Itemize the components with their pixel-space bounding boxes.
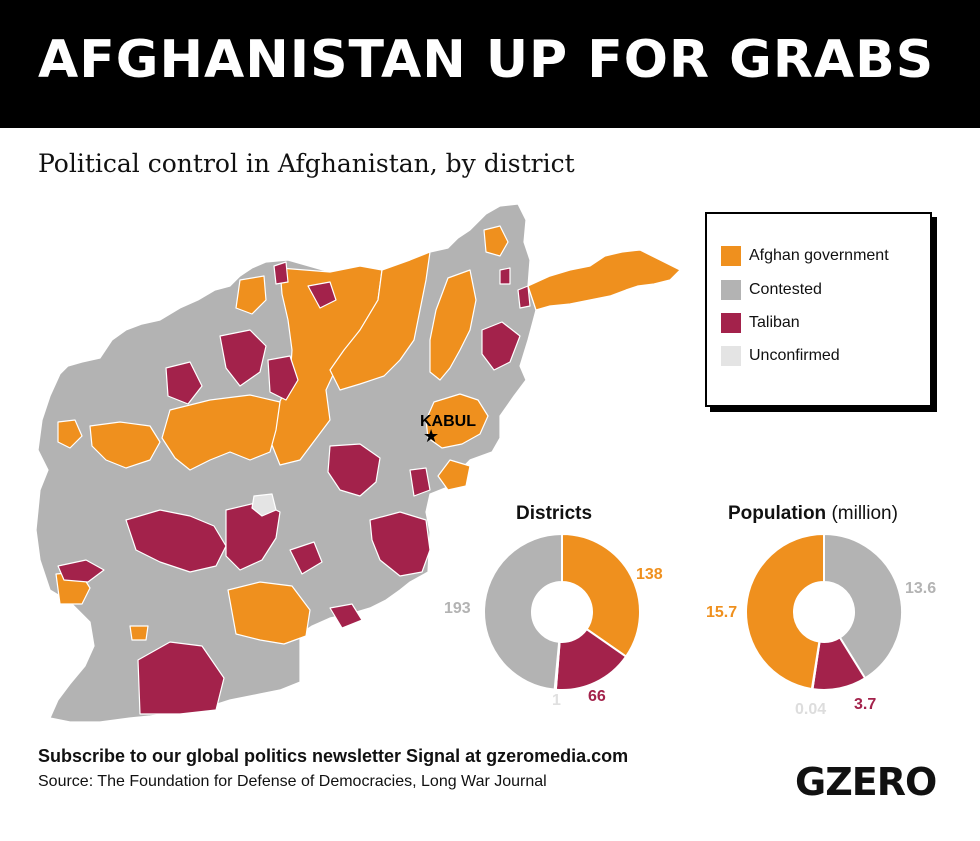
legend-item-taliban: Taliban [721, 313, 800, 333]
donut-slice-afghan-government [561, 532, 641, 658]
subtitle: Political control in Afghanistan, by dis… [38, 149, 575, 178]
legend-label-contested: Contested [749, 281, 822, 298]
page-title: AFGHANISTAN UP FOR GRABS [38, 30, 935, 90]
header-banner: AFGHANISTAN UP FOR GRABS [0, 0, 980, 128]
districts-value-unconfirmed: 1 [552, 692, 561, 709]
population-value-taliban: 3.7 [854, 696, 877, 713]
newsletter-text: Subscribe to our global politics newslet… [38, 746, 629, 766]
map-taliban-districts [57, 261, 531, 715]
legend-item-government: Afghan government [721, 246, 889, 266]
population-title-unit: (million) [831, 503, 898, 524]
districts-value-contested: 193 [444, 600, 471, 617]
legend-swatch-unconfirmed [721, 346, 741, 366]
map-wakhan-gov [527, 249, 681, 311]
population-chart-title: Population (million) [728, 503, 898, 525]
districts-chart-title: Districts [516, 503, 593, 524]
map-legend: Afghan government Contested Taliban Unco… [705, 212, 932, 407]
map-government-districts [55, 225, 509, 645]
legend-label-unconfirmed: Unconfirmed [749, 347, 840, 364]
legend-label-government: Afghan government [749, 247, 889, 264]
gzero-logo: GZERO [795, 760, 937, 804]
population-value-unconfirmed: 0.04 [795, 701, 827, 718]
population-donut-chart [745, 532, 903, 691]
map-unconfirmed-district [251, 493, 277, 517]
districts-value-taliban: 66 [588, 688, 606, 705]
kabul-label: KABUL [420, 413, 476, 430]
donut-slice-taliban [554, 627, 628, 691]
districts-value-government: 138 [636, 566, 663, 583]
donut-slice-contested [483, 532, 563, 691]
afghanistan-map: KABUL ★ [35, 203, 681, 723]
legend-swatch-government [721, 246, 741, 266]
star-icon: ★ [423, 426, 439, 447]
districts-donut-chart [483, 532, 641, 691]
legend-swatch-taliban [721, 313, 741, 333]
legend-swatch-contested [721, 280, 741, 300]
donut-slice-afghan-government [745, 532, 825, 691]
population-value-government: 15.7 [706, 604, 738, 621]
legend-item-contested: Contested [721, 280, 822, 300]
source-text: Source: The Foundation for Defense of De… [38, 773, 547, 790]
legend-label-taliban: Taliban [749, 314, 800, 331]
population-title-main: Population [728, 503, 827, 524]
legend-item-unconfirmed: Unconfirmed [721, 346, 840, 366]
population-value-contested: 13.6 [905, 580, 937, 597]
